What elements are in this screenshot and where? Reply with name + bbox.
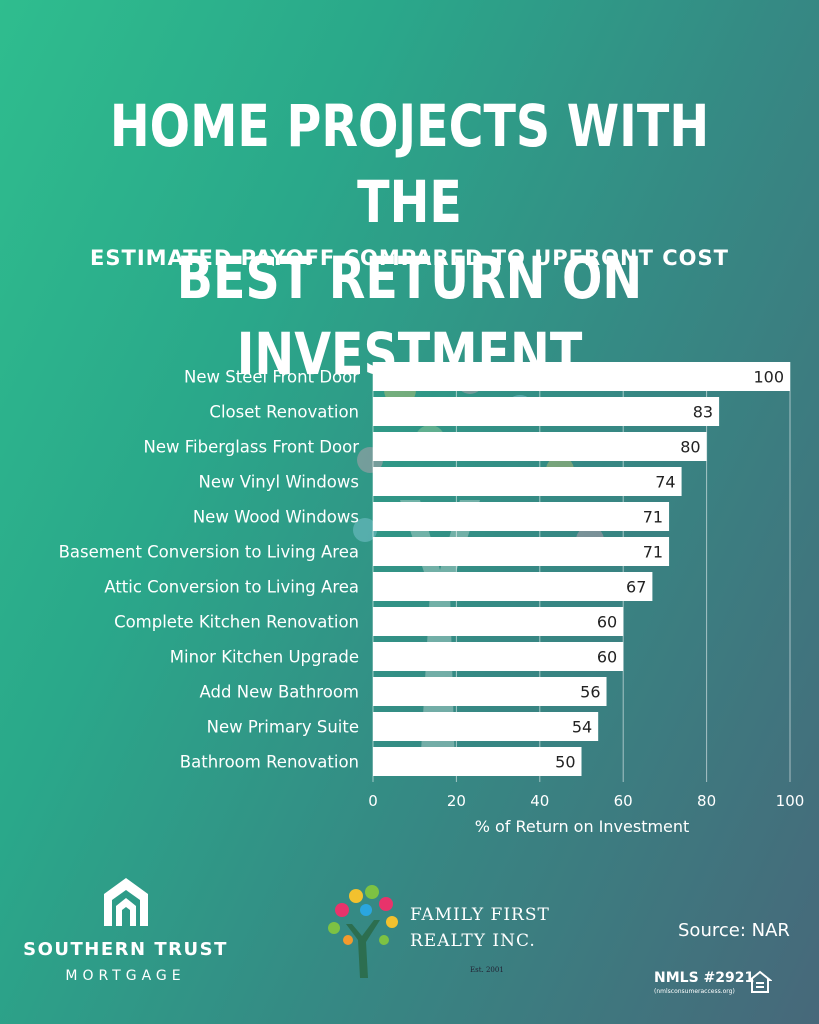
category-label-6: Attic Conversion to Living Area <box>104 578 359 597</box>
category-label-11: Bathroom Renovation <box>180 753 359 772</box>
bar-0 <box>373 362 790 391</box>
bar-9 <box>373 677 607 706</box>
x-axis-title: % of Return on Investment <box>475 817 690 836</box>
nmls-url: (nmlsconsumeraccess.org) <box>654 988 735 995</box>
category-label-0: New Steel Front Door <box>184 368 359 387</box>
category-label-1: Closet Renovation <box>209 403 359 422</box>
category-label-3: New Vinyl Windows <box>199 473 359 492</box>
family-first-est: Est. 2001 <box>470 966 504 974</box>
value-label-1: 83 <box>693 403 713 422</box>
category-label-10: New Primary Suite <box>207 718 359 737</box>
value-label-11: 50 <box>555 753 575 772</box>
southern-trust-sub: MORTGAGE <box>65 968 186 984</box>
nmls-number: NMLS #2921 <box>654 970 755 986</box>
value-label-2: 80 <box>680 438 700 457</box>
x-tick-40: 40 <box>530 792 549 810</box>
house-logo-icon <box>103 878 148 926</box>
bar-3 <box>373 467 682 496</box>
category-label-5: Basement Conversion to Living Area <box>59 543 359 562</box>
bars <box>373 362 790 776</box>
category-label-2: New Fiberglass Front Door <box>144 438 360 457</box>
value-label-4: 71 <box>643 508 663 527</box>
bar-4 <box>373 502 670 531</box>
family-first-logo: FAMILY FIRST REALTY INC. Est. 2001 <box>322 880 572 990</box>
title-line-2: BEST RETURN ON INVESTMENT <box>176 244 643 388</box>
page-title: HOME PROJECTS WITH THE BEST RETURN ON IN… <box>74 88 746 392</box>
value-label-7: 60 <box>597 613 617 632</box>
x-tick-60: 60 <box>614 792 633 810</box>
bar-8 <box>373 642 624 671</box>
bar-2 <box>373 432 707 461</box>
family-first-name: FAMILY FIRST REALTY INC. <box>410 902 550 954</box>
family-first-line-1: FAMILY FIRST <box>410 905 550 925</box>
bar-10 <box>373 712 599 741</box>
x-tick-20: 20 <box>447 792 466 810</box>
x-tick-0: 0 <box>368 792 378 810</box>
x-tick-100: 100 <box>776 792 805 810</box>
page-subtitle: ESTIMATED PAYOFF COMPARED TO UPFRONT COS… <box>90 246 729 270</box>
bar-7 <box>373 607 624 636</box>
southern-trust-logo: SOUTHERN TRUST MORTGAGE <box>18 876 233 984</box>
category-label-7: Complete Kitchen Renovation <box>114 613 359 632</box>
bar-6 <box>373 572 653 601</box>
value-label-5: 71 <box>643 543 663 562</box>
category-labels: New Steel Front Door Closet Renovation New… <box>59 368 360 772</box>
category-label-9: Add New Bathroom <box>200 683 359 702</box>
family-first-line-2: REALTY INC. <box>410 931 536 951</box>
title-line-1: HOME PROJECTS WITH THE <box>109 92 710 236</box>
tree-watermark-icon <box>353 366 604 770</box>
source-note: Source: NAR <box>678 920 790 941</box>
value-label-9: 56 <box>580 683 600 702</box>
equal-housing-icon <box>748 970 772 993</box>
value-labels: 100 83 80 74 71 71 67 60 60 56 54 50 <box>555 368 784 772</box>
category-label-8: Minor Kitchen Upgrade <box>170 648 359 667</box>
bar-1 <box>373 397 720 426</box>
tree-logo-icon <box>328 885 398 978</box>
bar-11 <box>373 747 582 776</box>
value-label-0: 100 <box>753 368 784 387</box>
bar-5 <box>373 537 670 566</box>
value-label-6: 67 <box>626 578 646 597</box>
value-label-3: 74 <box>655 473 675 492</box>
value-label-8: 60 <box>597 648 617 667</box>
x-tick-80: 80 <box>697 792 716 810</box>
value-label-10: 54 <box>572 718 592 737</box>
x-tick-labels: 0 20 40 60 80 100 <box>368 792 804 810</box>
bar-chart: New Steel Front Door Closet Renovation New… <box>59 362 804 836</box>
southern-trust-name: SOUTHERN TRUST <box>23 939 228 960</box>
category-label-4: New Wood Windows <box>193 508 359 527</box>
